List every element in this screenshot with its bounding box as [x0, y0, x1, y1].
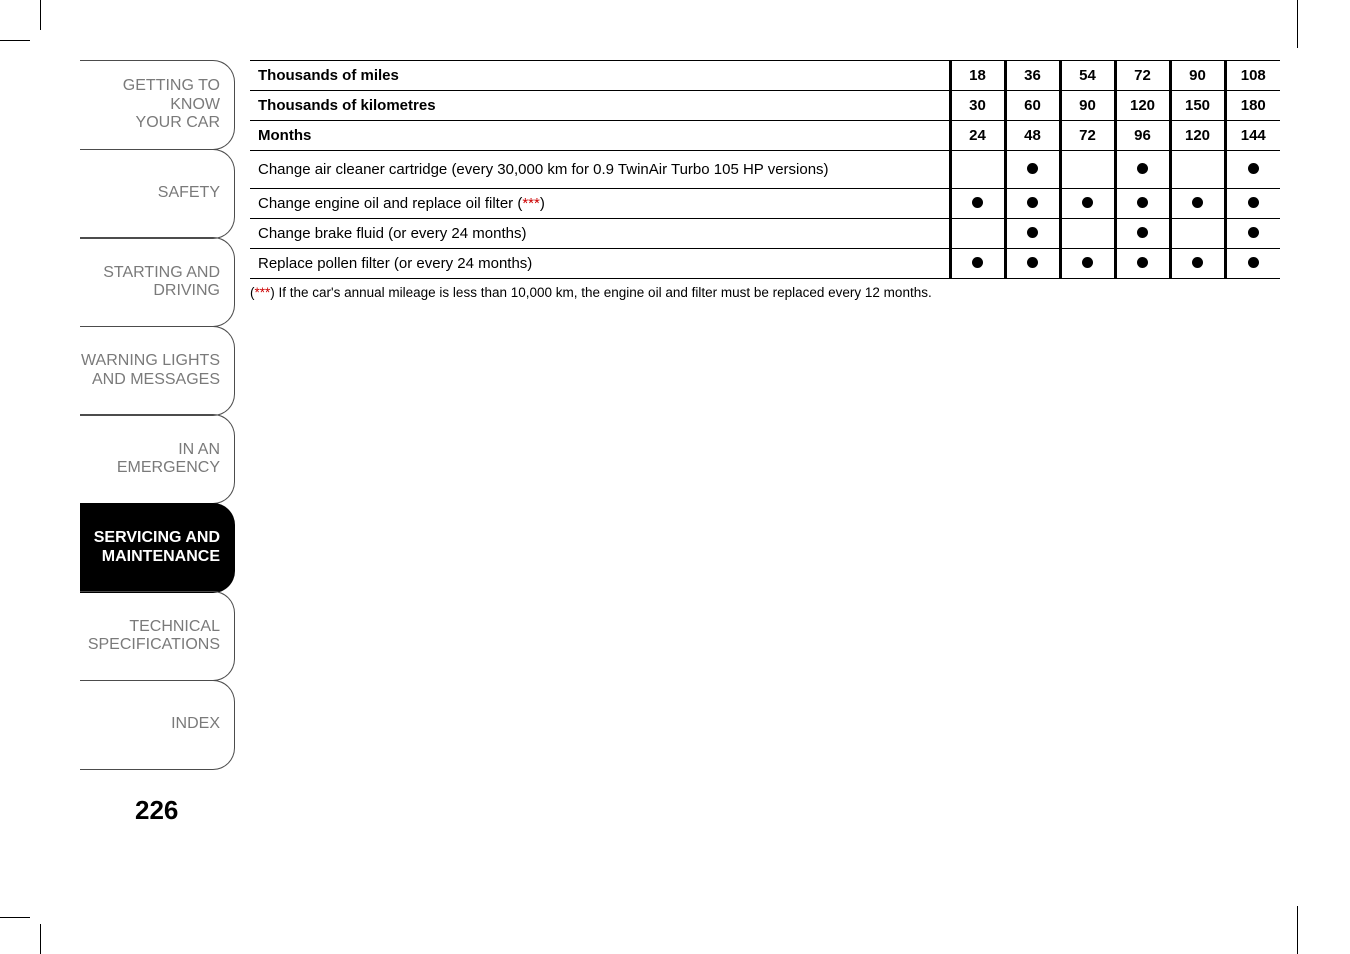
dot-icon — [1137, 257, 1148, 268]
header-value: 120 — [1170, 121, 1225, 151]
cell — [1060, 249, 1115, 279]
cell — [950, 219, 1005, 249]
dot-icon — [1027, 197, 1038, 208]
nav-tab-0[interactable]: GETTING TO KNOWYOUR CAR — [80, 60, 235, 150]
maintenance-table-area: Thousands of miles1836547290108Thousands… — [250, 60, 1280, 300]
header-value: 24 — [950, 121, 1005, 151]
header-value: 30 — [950, 91, 1005, 121]
header-value: 180 — [1225, 91, 1280, 121]
header-label: Months — [250, 121, 950, 151]
nav-tab-line: DRIVING — [153, 282, 220, 300]
footnote-star: *** — [255, 285, 271, 300]
maintenance-table: Thousands of miles1836547290108Thousands… — [250, 60, 1280, 279]
cell — [1225, 249, 1280, 279]
page-number: 226 — [135, 795, 178, 826]
row-label: Change air cleaner cartridge (every 30,0… — [250, 151, 950, 189]
header-label: Thousands of miles — [250, 61, 950, 91]
nav-tab-line: MAINTENANCE — [102, 548, 220, 566]
cell — [1060, 219, 1115, 249]
dot-icon — [1137, 197, 1148, 208]
dot-icon — [1027, 257, 1038, 268]
cell — [1225, 219, 1280, 249]
nav-tab-line: TECHNICAL — [129, 618, 220, 636]
header-value: 96 — [1115, 121, 1170, 151]
dot-icon — [1192, 197, 1203, 208]
nav-tab-line: WARNING LIGHTS — [81, 352, 220, 370]
cell — [1005, 219, 1060, 249]
nav-tab-line: YOUR CAR — [136, 114, 220, 132]
cell — [950, 189, 1005, 219]
dot-icon — [1027, 163, 1038, 174]
row-label: Change engine oil and replace oil filter… — [250, 189, 950, 219]
cell — [1060, 189, 1115, 219]
header-value: 72 — [1115, 61, 1170, 91]
cell — [950, 151, 1005, 189]
cell — [1225, 151, 1280, 189]
header-value: 36 — [1005, 61, 1060, 91]
nav-tab-5[interactable]: SERVICING ANDMAINTENANCE — [80, 503, 235, 593]
header-value: 18 — [950, 61, 1005, 91]
cell — [1115, 189, 1170, 219]
dot-icon — [1248, 197, 1259, 208]
header-value: 90 — [1060, 91, 1115, 121]
row-star: *** — [522, 195, 540, 212]
dot-icon — [1027, 227, 1038, 238]
cell — [1170, 219, 1225, 249]
header-value: 108 — [1225, 61, 1280, 91]
header-value: 48 — [1005, 121, 1060, 151]
dot-icon — [1248, 163, 1259, 174]
row-label: Replace pollen filter (or every 24 month… — [250, 249, 950, 279]
cell — [1005, 189, 1060, 219]
dot-icon — [1137, 227, 1148, 238]
nav-tab-line: SPECIFICATIONS — [88, 636, 220, 654]
dot-icon — [1137, 163, 1148, 174]
cell — [1005, 151, 1060, 189]
cell — [1115, 249, 1170, 279]
header-label: Thousands of kilometres — [250, 91, 950, 121]
nav-tab-7[interactable]: INDEX — [80, 680, 235, 770]
dot-icon — [972, 197, 983, 208]
cell — [1060, 151, 1115, 189]
cell — [1115, 151, 1170, 189]
cell — [1170, 249, 1225, 279]
footnote: (***) If the car's annual mileage is les… — [250, 285, 1280, 300]
nav-tab-line: SAFETY — [158, 184, 220, 202]
row-label: Change brake fluid (or every 24 months) — [250, 219, 950, 249]
dot-icon — [1082, 257, 1093, 268]
nav-tab-line: IN AN EMERGENCY — [80, 441, 220, 478]
nav-tab-1[interactable]: SAFETY — [80, 149, 235, 239]
header-value: 72 — [1060, 121, 1115, 151]
header-value: 120 — [1115, 91, 1170, 121]
cell — [1005, 249, 1060, 279]
header-value: 54 — [1060, 61, 1115, 91]
nav-tab-2[interactable]: STARTING ANDDRIVING — [80, 237, 235, 327]
header-value: 150 — [1170, 91, 1225, 121]
dot-icon — [1082, 197, 1093, 208]
dot-icon — [1248, 257, 1259, 268]
header-value: 144 — [1225, 121, 1280, 151]
cell — [950, 249, 1005, 279]
nav-tab-line: STARTING AND — [103, 264, 220, 282]
nav-tab-6[interactable]: TECHNICALSPECIFICATIONS — [80, 591, 235, 681]
nav-tab-line: SERVICING AND — [94, 529, 220, 547]
side-nav: GETTING TO KNOWYOUR CAR SAFETY STARTING AN… — [80, 60, 235, 768]
cell — [1170, 151, 1225, 189]
nav-tab-line: AND MESSAGES — [92, 371, 220, 389]
cell — [1170, 189, 1225, 219]
nav-tab-3[interactable]: WARNING LIGHTSAND MESSAGES — [80, 326, 235, 416]
cell — [1115, 219, 1170, 249]
nav-tab-line: GETTING TO KNOW — [80, 77, 220, 114]
cell — [1225, 189, 1280, 219]
nav-tab-line: INDEX — [171, 715, 220, 733]
header-value: 90 — [1170, 61, 1225, 91]
dot-icon — [972, 257, 983, 268]
dot-icon — [1192, 257, 1203, 268]
nav-tab-4[interactable]: IN AN EMERGENCY — [80, 414, 235, 504]
header-value: 60 — [1005, 91, 1060, 121]
dot-icon — [1248, 227, 1259, 238]
